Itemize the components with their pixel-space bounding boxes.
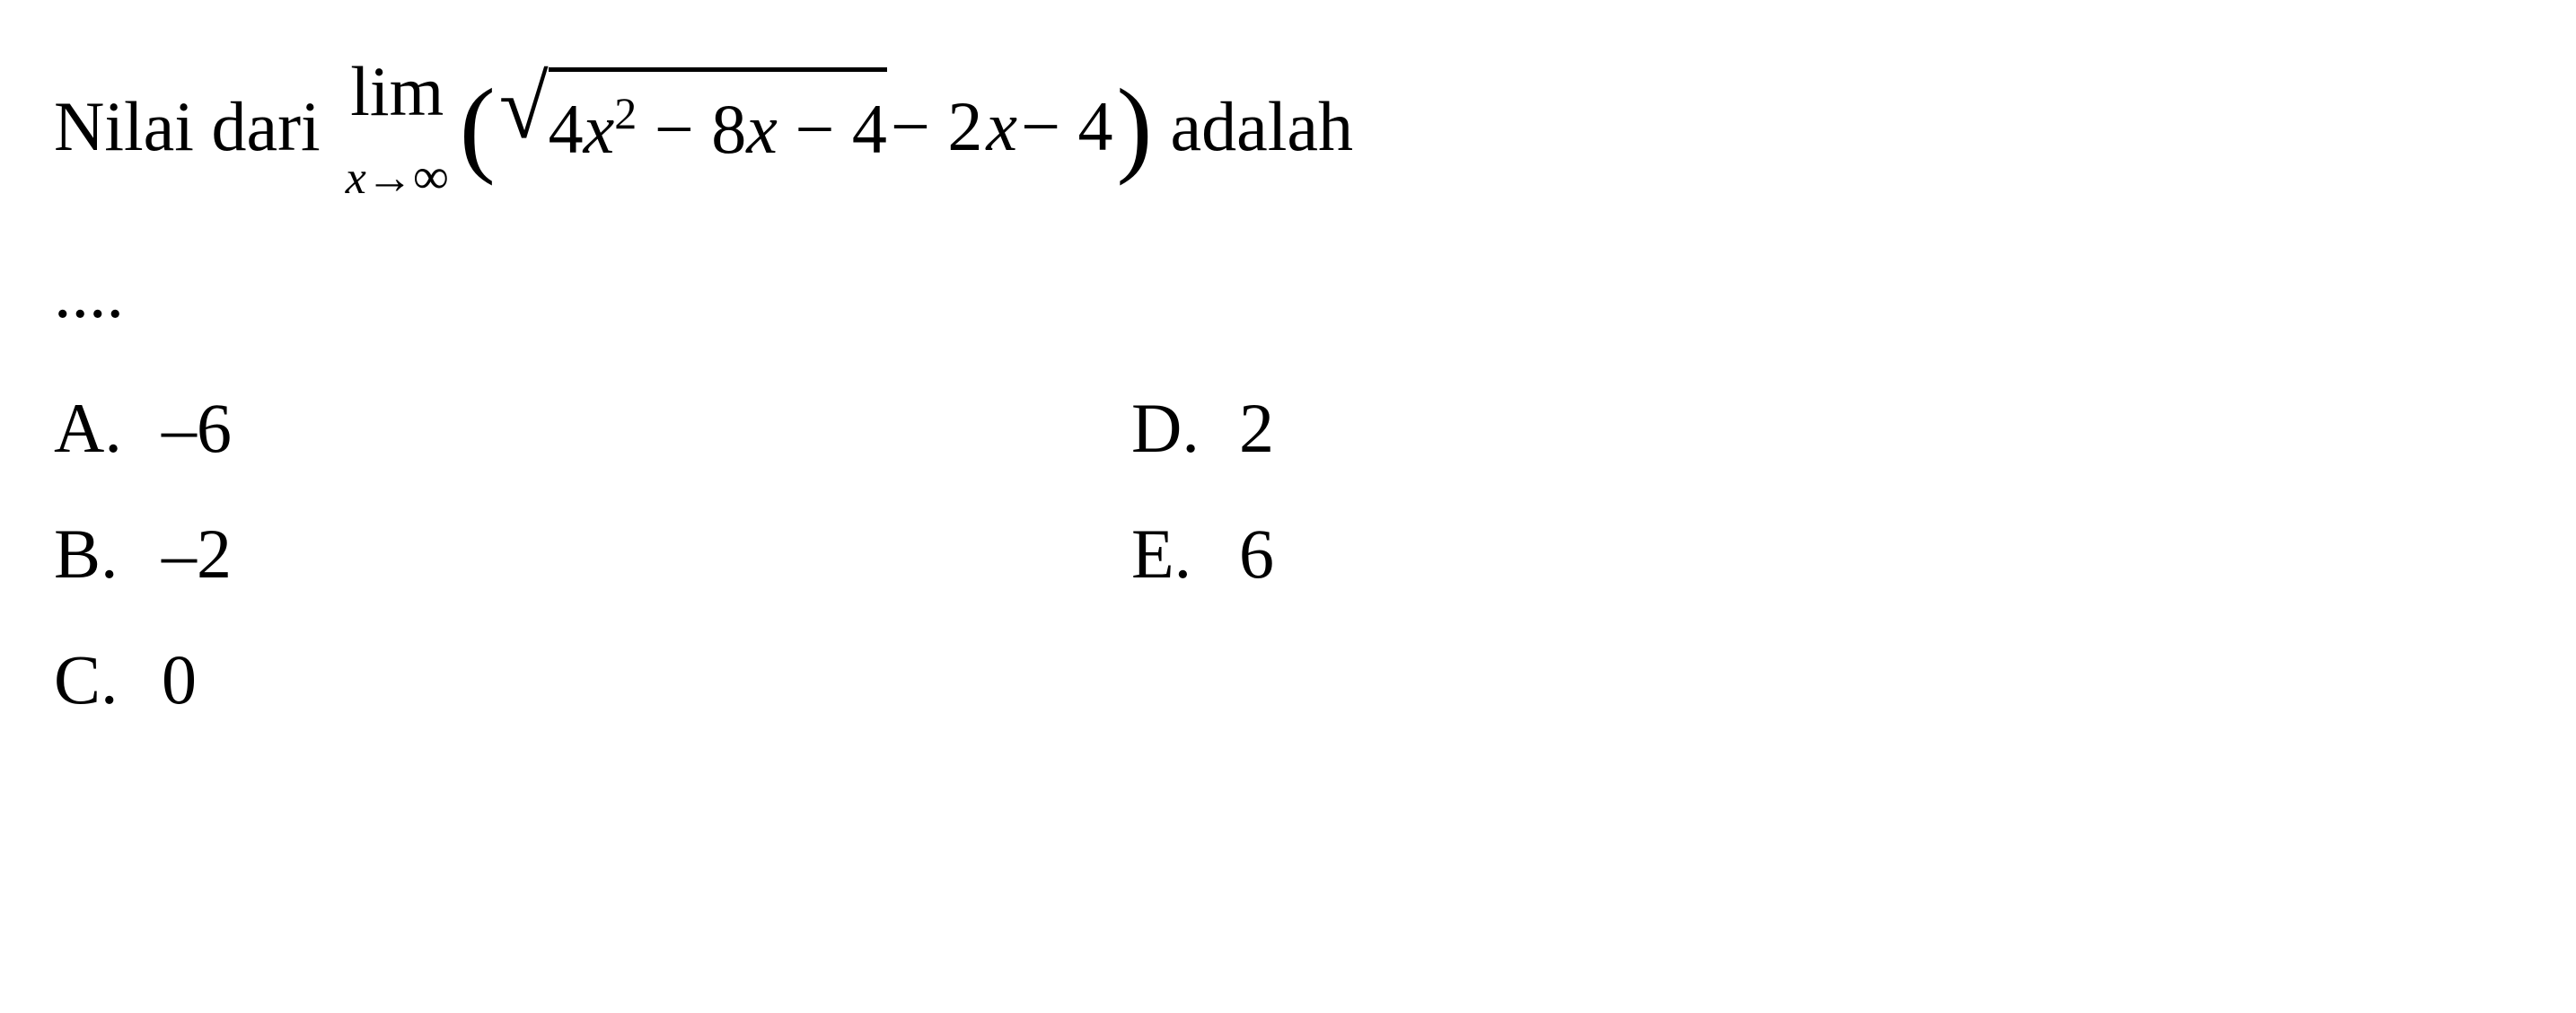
option-d-label: D. (1131, 388, 1239, 469)
limit-subscript: x→∞ (346, 137, 449, 218)
question-continuation: .... (54, 253, 2522, 334)
option-b: B. –2 (54, 514, 593, 595)
sqrt-coef1: 4 (549, 90, 584, 168)
sqrt-radicand: 4x2 − 8x − 4 (549, 67, 887, 186)
after-sqrt-var: x (986, 71, 1017, 183)
sqrt-icon: √ (499, 67, 549, 148)
sqrt-exponent: 2 (614, 88, 637, 138)
close-paren: ) (1116, 84, 1152, 170)
option-e-value: 6 (1239, 514, 1274, 595)
limit-notation: lim x→∞ (346, 36, 449, 217)
option-b-label: B. (54, 514, 162, 595)
option-c-label: C. (54, 639, 162, 720)
infinity-symbol: ∞ (413, 149, 449, 205)
option-e-label: E. (1131, 514, 1239, 595)
square-root: √ 4x2 − 8x − 4 (499, 67, 887, 186)
option-a-value: –6 (162, 388, 232, 469)
question-prefix: Nilai dari (54, 71, 321, 183)
question-suffix: adalah (1170, 71, 1353, 183)
sqrt-term3: − 4 (778, 90, 887, 168)
option-e: E. 6 (1131, 514, 1670, 595)
limit-label: lim (350, 36, 444, 148)
sqrt-var1: x (584, 90, 615, 168)
option-a: A. –6 (54, 388, 593, 469)
answer-options: A. –6 D. 2 B. –2 E. 6 C. 0 (54, 388, 1670, 720)
open-paren: ( (460, 84, 496, 170)
sqrt-var2: x (746, 90, 778, 168)
option-c-value: 0 (162, 639, 197, 720)
math-expression: lim x→∞ ( √ 4x2 − 8x − 4 − 2x − 4 ) (338, 36, 1153, 217)
limit-var: x (346, 153, 366, 204)
option-d-value: 2 (1239, 388, 1274, 469)
after-sqrt-term2: − 4 (1021, 71, 1113, 183)
sqrt-term2: − 8 (637, 90, 746, 168)
arrow-icon: → (366, 141, 413, 216)
option-b-value: –2 (162, 514, 232, 595)
option-a-label: A. (54, 388, 162, 469)
option-d: D. 2 (1131, 388, 1670, 469)
question-stem: Nilai dari lim x→∞ ( √ 4x2 − 8x − 4 − 2x… (54, 36, 2522, 217)
option-c: C. 0 (54, 639, 593, 720)
after-sqrt-term1: − 2 (891, 71, 983, 183)
